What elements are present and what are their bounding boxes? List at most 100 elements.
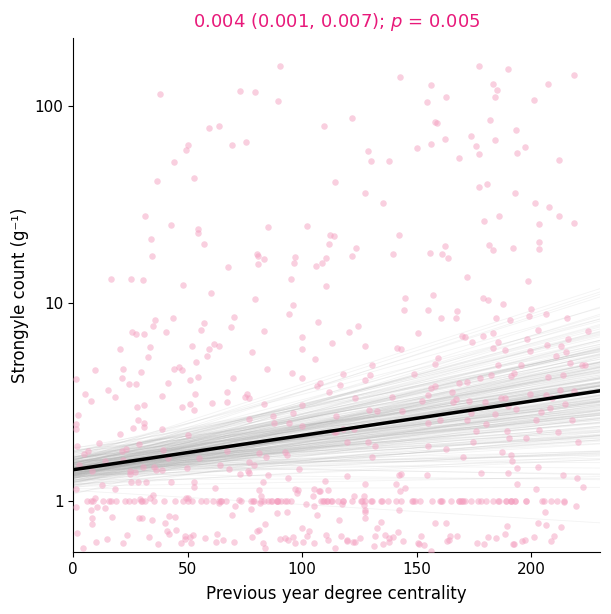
Point — [378, 540, 387, 550]
Point — [412, 144, 422, 154]
Point — [312, 381, 321, 391]
Point — [507, 371, 516, 381]
Point — [426, 80, 436, 90]
Point — [103, 534, 112, 544]
Point — [327, 495, 337, 505]
Point — [397, 495, 406, 505]
Point — [92, 502, 102, 511]
Point — [224, 464, 234, 474]
Point — [111, 392, 120, 402]
Point — [315, 379, 324, 389]
Point — [326, 495, 336, 505]
Point — [476, 495, 486, 505]
Point — [152, 176, 162, 185]
Point — [444, 535, 453, 545]
Point — [188, 530, 198, 540]
Point — [483, 532, 493, 542]
Point — [471, 141, 481, 150]
Point — [508, 243, 518, 252]
Point — [288, 368, 298, 378]
Point — [500, 392, 510, 402]
Point — [90, 494, 100, 503]
Point — [497, 447, 507, 457]
Point — [275, 61, 285, 71]
Point — [580, 360, 590, 370]
Point — [522, 335, 532, 344]
Point — [431, 518, 441, 528]
Point — [298, 344, 307, 354]
Point — [485, 115, 494, 125]
Point — [353, 321, 362, 331]
Point — [194, 453, 203, 462]
Point — [246, 505, 256, 515]
Point — [388, 532, 398, 542]
Point — [206, 288, 216, 298]
Point — [214, 341, 224, 351]
Point — [367, 360, 377, 370]
Point — [263, 363, 273, 373]
Point — [189, 405, 199, 415]
Point — [555, 523, 565, 532]
Point — [141, 478, 151, 488]
Point — [241, 138, 251, 147]
Point — [91, 537, 101, 546]
Point — [502, 495, 511, 505]
Point — [324, 387, 334, 397]
Point — [274, 495, 284, 505]
Point — [396, 344, 406, 354]
Point — [521, 433, 530, 443]
Point — [452, 531, 461, 541]
Point — [426, 383, 436, 392]
Point — [347, 251, 357, 261]
Point — [452, 306, 461, 316]
Point — [359, 491, 369, 500]
Point — [378, 495, 387, 505]
Point — [177, 365, 186, 375]
Point — [396, 469, 406, 479]
Point — [180, 531, 189, 541]
Point — [521, 495, 530, 505]
Point — [323, 535, 332, 545]
Point — [133, 402, 142, 411]
Point — [319, 122, 329, 131]
Point — [578, 482, 588, 492]
Point — [364, 405, 374, 415]
Point — [235, 86, 245, 96]
Point — [214, 122, 224, 131]
Point — [434, 415, 444, 425]
Point — [502, 426, 512, 436]
Point — [273, 495, 282, 505]
Point — [103, 385, 112, 395]
Point — [380, 530, 390, 540]
Point — [211, 537, 221, 546]
Point — [496, 394, 505, 403]
Point — [554, 211, 563, 220]
Point — [441, 518, 451, 528]
Point — [247, 532, 257, 542]
Point — [150, 315, 159, 325]
Point — [312, 510, 322, 519]
Point — [284, 309, 294, 319]
Point — [488, 79, 498, 89]
Point — [331, 177, 340, 187]
Point — [304, 526, 314, 536]
Point — [183, 463, 192, 473]
Point — [240, 392, 250, 402]
Point — [100, 456, 110, 466]
Point — [117, 446, 127, 456]
Point — [331, 411, 341, 421]
Point — [150, 495, 159, 505]
Point — [337, 531, 346, 541]
Point — [430, 359, 439, 369]
Point — [525, 346, 535, 356]
Point — [502, 495, 511, 505]
Point — [249, 460, 259, 470]
Point — [491, 313, 501, 323]
Point — [254, 485, 264, 495]
Point — [547, 536, 557, 546]
Point — [144, 532, 154, 542]
Point — [124, 495, 134, 505]
Point — [488, 343, 498, 352]
Point — [193, 224, 203, 234]
Point — [161, 327, 170, 337]
